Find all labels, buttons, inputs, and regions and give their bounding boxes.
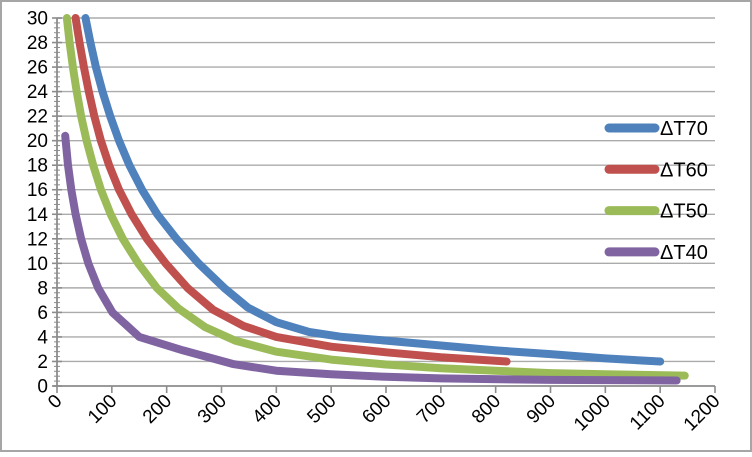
legend-label: ΔT50 bbox=[660, 201, 708, 223]
y-tick-label: 24 bbox=[27, 82, 49, 103]
legend-label: ΔT60 bbox=[660, 159, 708, 181]
y-tick-label: 12 bbox=[27, 229, 48, 250]
series-lines bbox=[61, 14, 689, 385]
legend-item-dT60: ΔT60 bbox=[604, 159, 708, 181]
y-tick-label: 0 bbox=[37, 377, 48, 398]
series-line-dT50 bbox=[62, 14, 689, 380]
legend-label: ΔT40 bbox=[660, 242, 708, 264]
y-tick-label: 2 bbox=[37, 352, 48, 373]
series-line-dT60 bbox=[71, 14, 511, 366]
y-tick-label: 22 bbox=[27, 107, 48, 128]
y-tick-label: 6 bbox=[37, 303, 48, 324]
y-tick-label: 4 bbox=[37, 327, 48, 348]
y-tick-label: 8 bbox=[37, 278, 48, 299]
y-tick-label: 30 bbox=[27, 9, 48, 30]
y-tick-label: 26 bbox=[27, 58, 48, 79]
series-line-dT70 bbox=[81, 14, 665, 366]
legend-item-dT50: ΔT50 bbox=[604, 201, 708, 223]
legend: ΔT70 ΔT60 ΔT50 ΔT40 bbox=[604, 118, 708, 264]
y-tick-label: 14 bbox=[27, 205, 49, 226]
y-tick-label: 16 bbox=[27, 180, 48, 201]
y-tick-label: 10 bbox=[27, 254, 48, 275]
legend-item-dT70: ΔT70 bbox=[604, 118, 708, 140]
y-tick-label: 28 bbox=[27, 33, 48, 54]
y-tick-label: 20 bbox=[27, 131, 48, 152]
series-line-dT40 bbox=[61, 131, 681, 385]
legend-item-dT40: ΔT40 bbox=[604, 242, 708, 264]
legend-label: ΔT70 bbox=[660, 118, 708, 140]
y-tick-label: 18 bbox=[27, 156, 48, 177]
